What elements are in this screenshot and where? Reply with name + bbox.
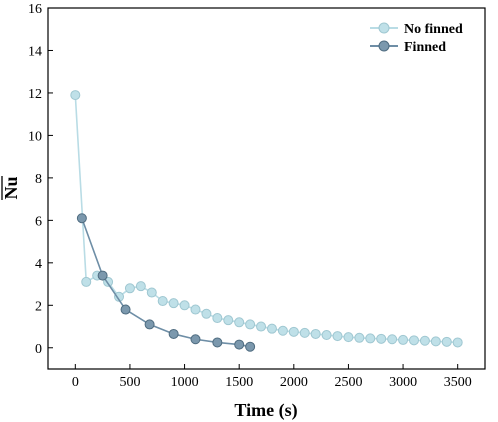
data-point-no-finned xyxy=(223,315,234,326)
data-point-no-finned xyxy=(288,326,299,337)
data-point-no-finned xyxy=(266,323,277,334)
x-tick-label: 1000 xyxy=(171,375,199,390)
data-point-no-finned xyxy=(212,313,223,324)
data-point-no-finned xyxy=(277,325,288,336)
y-axis-title-group: Nu xyxy=(1,176,21,200)
data-point-no-finned xyxy=(441,336,452,347)
x-axis-ticks: 0 500 1000 1500 2000 2500 3000 3500 xyxy=(72,364,472,390)
y-tick-label: 0 xyxy=(35,342,42,357)
data-point-finned xyxy=(168,328,179,339)
data-point-no-finned xyxy=(179,300,190,311)
y-tick-label: 16 xyxy=(28,2,42,17)
legend-marker-no-finned xyxy=(378,22,390,34)
data-point-finned xyxy=(190,334,201,345)
data-point-no-finned xyxy=(299,327,310,338)
data-point-no-finned xyxy=(398,334,409,345)
x-tick-label: 2000 xyxy=(280,375,308,390)
data-point-no-finned xyxy=(343,332,354,343)
data-point-no-finned xyxy=(146,287,157,298)
data-point-no-finned xyxy=(201,308,212,319)
y-tick-label: 10 xyxy=(28,129,42,144)
data-point-no-finned xyxy=(354,332,365,343)
data-point-no-finned xyxy=(310,328,321,339)
series-line-finned xyxy=(81,217,251,348)
data-point-finned xyxy=(76,213,87,224)
y-axis-title: Nu xyxy=(1,176,21,199)
x-tick-label: 2500 xyxy=(334,375,362,390)
series-line-no-finned xyxy=(74,95,458,344)
x-tick-label: 0 xyxy=(72,375,79,390)
x-tick-label: 500 xyxy=(119,375,140,390)
data-point-finned xyxy=(212,337,223,348)
data-point-finned xyxy=(245,341,256,352)
legend: No finned Finned xyxy=(370,22,463,55)
y-tick-label: 4 xyxy=(35,257,42,272)
y-tick-label: 8 xyxy=(35,172,42,187)
data-point-finned xyxy=(120,304,131,315)
legend-label-no-finned: No finned xyxy=(404,22,463,37)
plot-frame xyxy=(47,7,486,370)
data-point-no-finned xyxy=(81,276,92,287)
data-point-no-finned xyxy=(387,334,398,345)
x-tick-label: 3000 xyxy=(389,375,417,390)
data-point-no-finned xyxy=(452,337,463,348)
data-point-finned xyxy=(234,339,245,350)
data-point-no-finned xyxy=(114,291,125,302)
data-point-no-finned xyxy=(70,90,81,101)
data-point-no-finned xyxy=(430,336,441,347)
data-point-no-finned xyxy=(332,331,343,342)
x-tick-label: 3500 xyxy=(444,375,472,390)
data-point-no-finned xyxy=(168,298,179,309)
data-point-no-finned xyxy=(376,333,387,344)
data-point-no-finned xyxy=(245,319,256,330)
y-axis-ticks: 0 2 4 6 8 10 12 14 16 xyxy=(28,2,53,357)
data-point-no-finned xyxy=(321,330,332,341)
data-point-no-finned xyxy=(124,283,135,294)
data-point-no-finned xyxy=(190,304,201,315)
legend-label-finned: Finned xyxy=(404,40,446,55)
data-point-finned xyxy=(144,319,155,330)
data-point-no-finned xyxy=(234,317,245,328)
data-point-no-finned xyxy=(135,281,146,292)
y-tick-label: 14 xyxy=(28,44,42,59)
data-point-no-finned xyxy=(256,321,267,332)
series-layer xyxy=(70,90,463,352)
x-axis-title: Time (s) xyxy=(234,400,297,421)
y-tick-label: 12 xyxy=(28,87,42,102)
data-point-no-finned xyxy=(365,333,376,344)
y-tick-label: 2 xyxy=(35,299,42,314)
data-point-no-finned xyxy=(419,335,430,346)
data-point-finned xyxy=(97,270,108,281)
data-point-no-finned xyxy=(157,296,168,307)
y-tick-label: 6 xyxy=(35,214,42,229)
legend-marker-finned xyxy=(378,40,390,52)
data-point-no-finned xyxy=(408,335,419,346)
x-tick-label: 1500 xyxy=(225,375,253,390)
